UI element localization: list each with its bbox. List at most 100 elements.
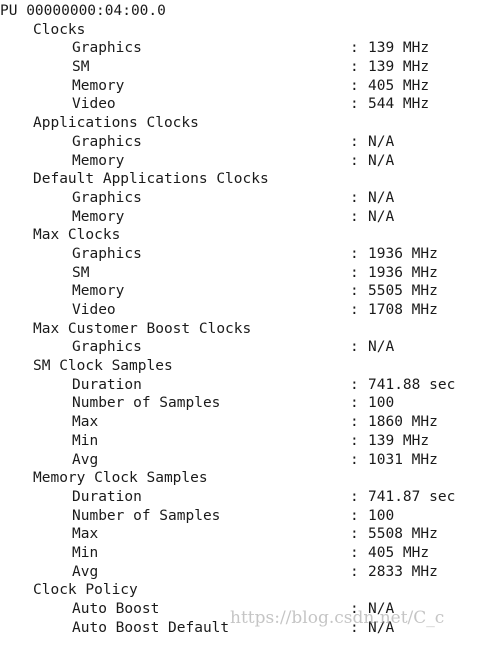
property-value: 5505 MHz bbox=[368, 282, 438, 301]
property-separator: : bbox=[350, 619, 359, 638]
property-value: 139 MHz bbox=[368, 39, 429, 58]
property-label: Duration bbox=[72, 377, 142, 393]
gpu-header: PU 00000000:04:00.0 bbox=[0, 2, 499, 21]
property-value: N/A bbox=[368, 189, 394, 208]
section-title: Max Clocks bbox=[0, 226, 499, 245]
property-separator: : bbox=[350, 39, 359, 58]
property-separator: : bbox=[350, 451, 359, 470]
property-label: SM bbox=[72, 59, 89, 75]
property-separator: : bbox=[350, 394, 359, 413]
property-value: 139 MHz bbox=[368, 432, 429, 451]
property-value: 405 MHz bbox=[368, 77, 429, 96]
property-row: Video:1708 MHz bbox=[0, 301, 499, 320]
property-row: Memory:405 MHz bbox=[0, 77, 499, 96]
property-label: Graphics bbox=[72, 339, 142, 355]
property-separator: : bbox=[350, 282, 359, 301]
property-value: 2833 MHz bbox=[368, 563, 438, 582]
section-title: Default Applications Clocks bbox=[0, 170, 499, 189]
property-separator: : bbox=[350, 189, 359, 208]
property-separator: : bbox=[350, 544, 359, 563]
property-value: 1936 MHz bbox=[368, 245, 438, 264]
property-row: Max:5508 MHz bbox=[0, 525, 499, 544]
property-separator: : bbox=[350, 376, 359, 395]
property-separator: : bbox=[350, 58, 359, 77]
property-row: Graphics: N/A bbox=[0, 338, 499, 357]
property-label: Memory bbox=[72, 209, 124, 225]
property-separator: : bbox=[350, 338, 359, 357]
property-row: Number of Samples:100 bbox=[0, 507, 499, 526]
section-title: Max Customer Boost Clocks bbox=[0, 320, 499, 339]
terminal-output: PU 00000000:04:00.0 Clocks Graphics:139 M… bbox=[0, 2, 499, 637]
property-value: 1936 MHz bbox=[368, 264, 438, 283]
property-label: Graphics bbox=[72, 190, 142, 206]
property-separator: : bbox=[350, 525, 359, 544]
property-separator: : bbox=[350, 77, 359, 96]
property-row: Video:544 MHz bbox=[0, 95, 499, 114]
section-title: Memory Clock Samples bbox=[0, 469, 499, 488]
property-separator: : bbox=[350, 600, 359, 619]
property-label: Graphics bbox=[72, 134, 142, 150]
property-value: N/A bbox=[368, 600, 394, 619]
property-separator: : bbox=[350, 208, 359, 227]
property-value: 405 MHz bbox=[368, 544, 429, 563]
property-label: Min bbox=[72, 545, 98, 561]
property-value: 100 bbox=[368, 507, 394, 526]
property-label: Duration bbox=[72, 489, 142, 505]
property-row: Min:139 MHz bbox=[0, 432, 499, 451]
property-row: Graphics:1936 MHz bbox=[0, 245, 499, 264]
property-row: Max:1860 MHz bbox=[0, 413, 499, 432]
property-row: Avg:1031 MHz bbox=[0, 451, 499, 470]
property-label: SM bbox=[72, 265, 89, 281]
property-value: 139 MHz bbox=[368, 58, 429, 77]
property-value: 1708 MHz bbox=[368, 301, 438, 320]
property-separator: : bbox=[350, 133, 359, 152]
property-label: Graphics bbox=[72, 246, 142, 262]
property-label: Number of Samples bbox=[72, 508, 220, 524]
property-separator: : bbox=[350, 95, 359, 114]
property-row: Graphics: N/A bbox=[0, 133, 499, 152]
property-row: Memory: N/A bbox=[0, 208, 499, 227]
property-row: Avg:2833 MHz bbox=[0, 563, 499, 582]
property-separator: : bbox=[350, 152, 359, 171]
property-label: Video bbox=[72, 96, 116, 112]
property-label: Min bbox=[72, 433, 98, 449]
property-value: N/A bbox=[368, 208, 394, 227]
property-separator: : bbox=[350, 264, 359, 283]
property-value: N/A bbox=[368, 133, 394, 152]
property-separator: : bbox=[350, 413, 359, 432]
property-label: Graphics bbox=[72, 40, 142, 56]
section-title: SM Clock Samples bbox=[0, 357, 499, 376]
property-value: N/A bbox=[368, 619, 394, 638]
property-row: Duration:741.88 sec bbox=[0, 376, 499, 395]
property-separator: : bbox=[350, 245, 359, 264]
property-value: N/A bbox=[368, 152, 394, 171]
property-value: 741.88 sec bbox=[368, 376, 455, 395]
property-label: Memory bbox=[72, 153, 124, 169]
section-title: Clock Policy bbox=[0, 581, 499, 600]
property-value: N/A bbox=[368, 338, 394, 357]
section-title: Clocks bbox=[0, 21, 499, 40]
property-row: Auto Boost Default: N/A bbox=[0, 619, 499, 638]
property-label: Max bbox=[72, 414, 98, 430]
property-row: Memory:5505 MHz bbox=[0, 282, 499, 301]
property-value: 1031 MHz bbox=[368, 451, 438, 470]
property-row: SM:139 MHz bbox=[0, 58, 499, 77]
property-label: Auto Boost bbox=[72, 601, 159, 617]
property-label: Memory bbox=[72, 283, 124, 299]
property-separator: : bbox=[350, 432, 359, 451]
property-row: Min:405 MHz bbox=[0, 544, 499, 563]
property-separator: : bbox=[350, 507, 359, 526]
property-value: 741.87 sec bbox=[368, 488, 455, 507]
section-title: Applications Clocks bbox=[0, 114, 499, 133]
property-value: 5508 MHz bbox=[368, 525, 438, 544]
property-row: Auto Boost: N/A bbox=[0, 600, 499, 619]
property-label: Avg bbox=[72, 564, 98, 580]
property-separator: : bbox=[350, 488, 359, 507]
property-separator: : bbox=[350, 563, 359, 582]
property-label: Avg bbox=[72, 452, 98, 468]
property-row: Memory: N/A bbox=[0, 152, 499, 171]
property-label: Number of Samples bbox=[72, 395, 220, 411]
property-value: 100 bbox=[368, 394, 394, 413]
property-row: Graphics: N/A bbox=[0, 189, 499, 208]
property-value: 544 MHz bbox=[368, 95, 429, 114]
